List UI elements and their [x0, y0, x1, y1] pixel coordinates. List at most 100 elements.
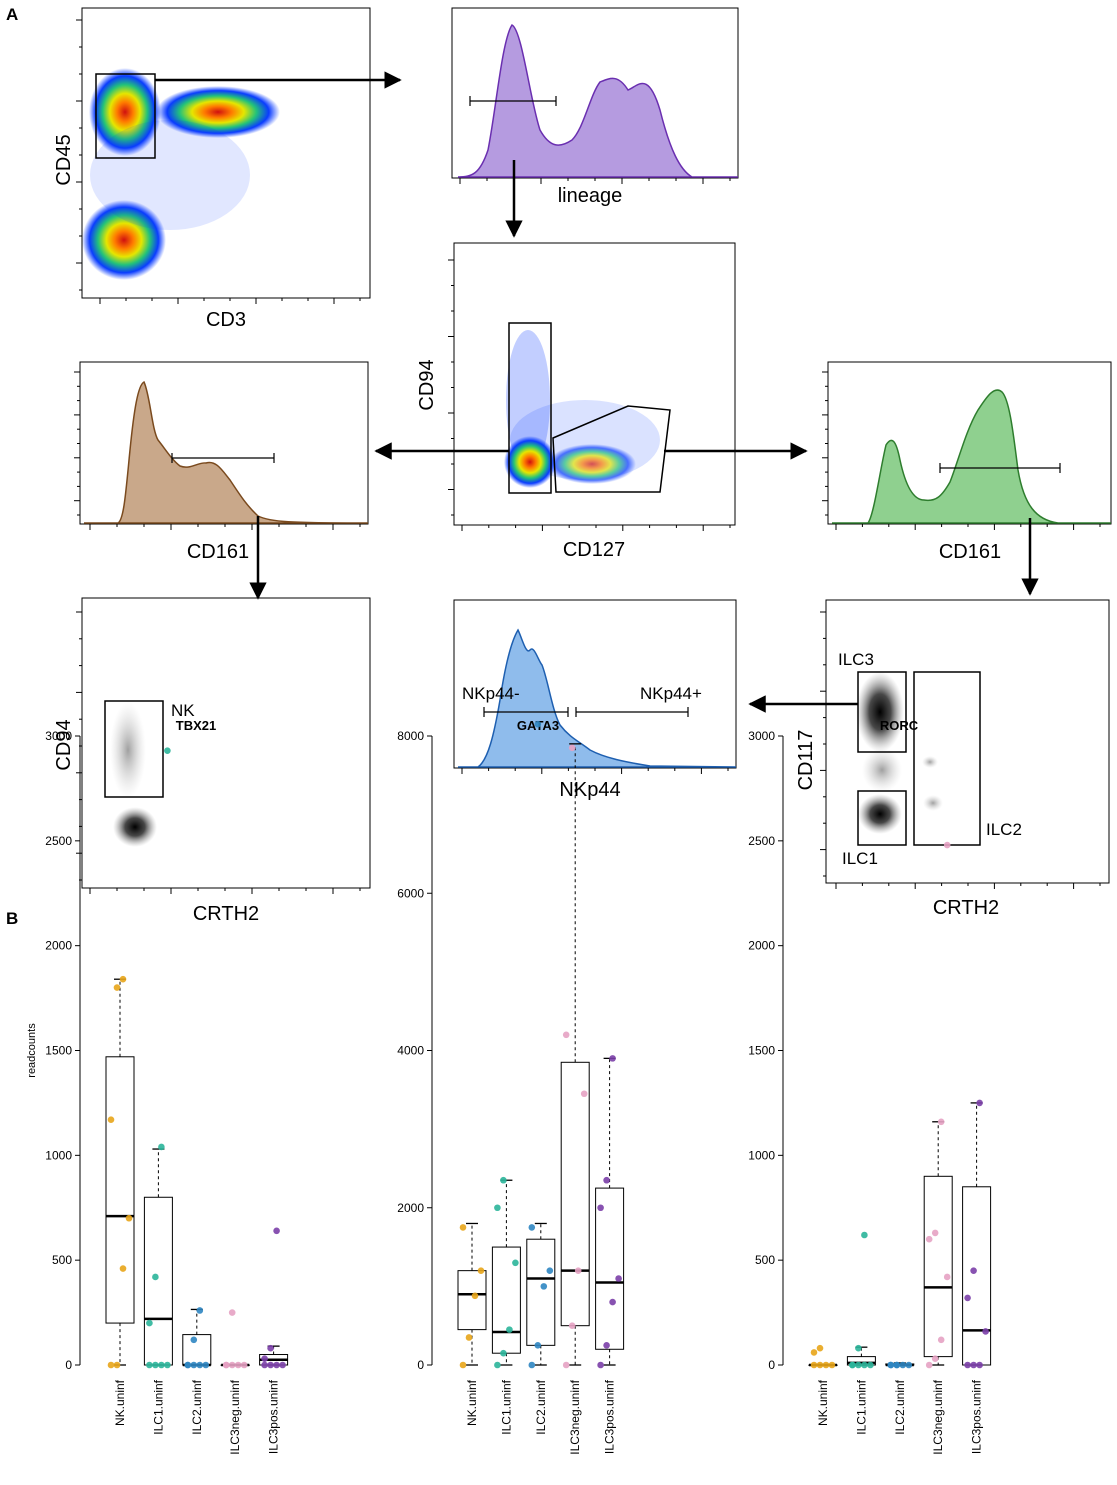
category-label: ILC2.uninf — [893, 1379, 907, 1434]
y-axis-ticks — [822, 371, 828, 516]
data-point — [125, 1214, 133, 1222]
box — [105, 1056, 135, 1324]
x-axis-ticks — [89, 524, 361, 530]
data-point — [228, 1309, 236, 1316]
data-point — [609, 1298, 616, 1306]
y-axis-label: CD94 — [416, 359, 438, 410]
data-point — [849, 1361, 856, 1369]
y-tick-label: 500 — [52, 1253, 72, 1267]
data-point — [119, 1265, 127, 1272]
data-point — [982, 1328, 989, 1335]
x-axis-label: NKp44 — [559, 779, 620, 801]
data-point — [964, 1294, 971, 1302]
data-point — [905, 1361, 913, 1369]
data-point — [568, 1322, 576, 1329]
data-point — [534, 720, 542, 728]
y-tick-label: 1000 — [45, 1148, 72, 1162]
data-point — [810, 1349, 818, 1356]
panel-label-a: A — [6, 5, 18, 24]
boxplot-rorc: RORC 0 500 1000 1500 2000 2500 3000 NK.uninf ILC1… — [748, 718, 992, 1455]
data-point — [222, 1361, 230, 1369]
data-point — [528, 1224, 536, 1231]
y-axis-ticks — [76, 19, 82, 291]
histogram-cd161-nk: CD161 — [79, 361, 369, 563]
data-point — [146, 1319, 153, 1327]
data-point — [568, 744, 576, 752]
data-point — [615, 1275, 622, 1282]
data-point — [887, 1361, 895, 1369]
data-point — [943, 1273, 951, 1281]
data-point — [190, 1361, 198, 1369]
y-tick-label: 500 — [755, 1253, 775, 1267]
data-point — [810, 1361, 818, 1369]
data-point — [506, 1326, 513, 1333]
data-point — [158, 1361, 165, 1369]
data-point — [855, 1361, 862, 1369]
box — [143, 1196, 173, 1366]
gate-box — [508, 322, 552, 494]
y-axis-label: CD94 — [53, 719, 75, 770]
data-point — [494, 1361, 501, 1369]
y-tick-label: 1500 — [748, 1044, 775, 1058]
data-point — [494, 1204, 501, 1212]
density-cloud — [110, 702, 146, 798]
data-point — [465, 1334, 473, 1341]
x-axis-label: CD127 — [563, 539, 625, 561]
flow-plot-cd94-crth2: NK CRTH2 CD94 — [53, 597, 371, 925]
density-cloud — [862, 748, 902, 792]
data-point — [925, 1361, 933, 1369]
data-point — [152, 1361, 159, 1369]
x-axis-ticks — [459, 178, 731, 184]
chart-title: TBX21 — [176, 718, 216, 733]
x-axis-label: CRTH2 — [193, 903, 259, 925]
flow-plot-cd117-crth2: ILC3 ILC1 ILC2 CRTH2 CD117 — [795, 599, 1110, 919]
category-label: ILC1.uninf — [151, 1379, 165, 1434]
gate-label-nkp44-pos: NKp44+ — [640, 684, 702, 703]
data-point — [267, 1361, 274, 1369]
data-point — [234, 1361, 242, 1369]
data-point — [534, 1342, 542, 1349]
boxplot-panel: TBX21 0 500 1000 1500 2000 2500 3000 readcounts N… — [26, 718, 992, 1455]
gate-box — [104, 700, 164, 798]
box — [595, 1187, 625, 1350]
data-point — [861, 1231, 868, 1239]
data-point — [500, 1349, 507, 1357]
category-label: ILC3neg.uninf — [568, 1379, 582, 1454]
data-point — [146, 1361, 153, 1369]
x-axis-ticks — [835, 883, 1101, 889]
x-axis-label: CD161 — [187, 541, 249, 563]
data-point — [867, 1361, 874, 1369]
gate-label-nkp44-neg: NKp44- — [462, 684, 520, 703]
category-label: ILC2.uninf — [534, 1379, 548, 1434]
data-point — [603, 1176, 610, 1184]
data-point — [477, 1267, 485, 1274]
data-point — [190, 1336, 198, 1344]
data-point — [196, 1361, 204, 1369]
data-point — [925, 1235, 933, 1243]
gate-box-ilc3 — [857, 671, 907, 753]
data-point — [164, 1361, 171, 1369]
x-axis-ticks — [461, 525, 731, 531]
data-point — [964, 1361, 971, 1369]
y-tick-label: 2500 — [748, 834, 775, 848]
data-point — [540, 1283, 548, 1290]
flow-plot-cd45-cd3: CD3 CD45 — [53, 7, 371, 331]
data-point — [937, 1336, 945, 1344]
data-point — [202, 1361, 210, 1369]
data-point — [816, 1361, 824, 1369]
y-tick-label: 8000 — [397, 729, 424, 743]
y-tick-label: 3000 — [748, 729, 775, 743]
data-point — [113, 1361, 121, 1369]
y-tick-label: 2500 — [45, 834, 72, 848]
gate-box-ilc1 — [857, 790, 907, 846]
data-point — [574, 1267, 582, 1274]
category-label: ILC3pos.uninf — [970, 1379, 984, 1454]
data-point — [279, 1361, 286, 1369]
data-point — [471, 1292, 479, 1300]
data-point — [158, 1143, 165, 1151]
y-tick-label: 0 — [417, 1358, 424, 1372]
data-point — [240, 1361, 248, 1369]
gate-label-ilc2: ILC2 — [986, 820, 1022, 839]
density-cloud — [858, 794, 902, 834]
